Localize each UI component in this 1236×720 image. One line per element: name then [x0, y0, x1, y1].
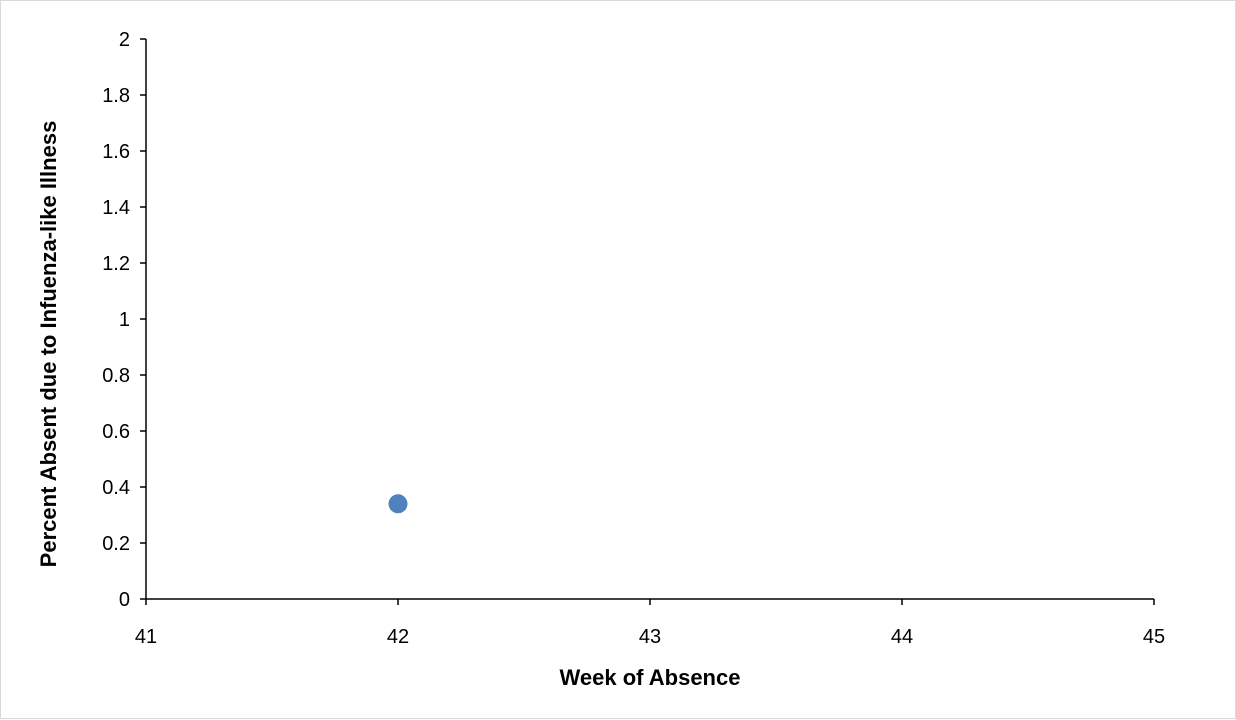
x-axis-title: Week of Absence [560, 665, 741, 690]
y-tick-label: 0 [119, 589, 130, 611]
data-point [388, 494, 408, 514]
y-tick-label: 0.8 [102, 365, 130, 387]
y-tick-label: 1.6 [102, 141, 130, 163]
y-tick-label: 1.4 [102, 197, 130, 219]
x-axis-ticks: 41 42 43 44 45 [135, 599, 1165, 648]
data-points [388, 494, 408, 514]
y-tick-label: 1 [119, 309, 130, 331]
y-tick-label: 2 [119, 29, 130, 51]
x-tick-label: 42 [387, 626, 409, 648]
x-tick-label: 41 [135, 626, 157, 648]
y-axis-title: Percent Absent due to Infuenza-like Illn… [36, 121, 61, 568]
y-axis-ticks: 0 0.2 0.4 0.6 0.8 1 1.2 1.4 1.6 1.8 2 [102, 29, 146, 611]
y-tick-label: 1.2 [102, 253, 130, 275]
x-tick-label: 44 [891, 626, 913, 648]
y-tick-label: 0.6 [102, 421, 130, 443]
y-tick-label: 1.8 [102, 85, 130, 107]
x-tick-label: 45 [1143, 626, 1165, 648]
y-tick-label: 0.4 [102, 477, 130, 499]
x-tick-label: 43 [639, 626, 661, 648]
y-tick-label: 0.2 [102, 533, 130, 555]
